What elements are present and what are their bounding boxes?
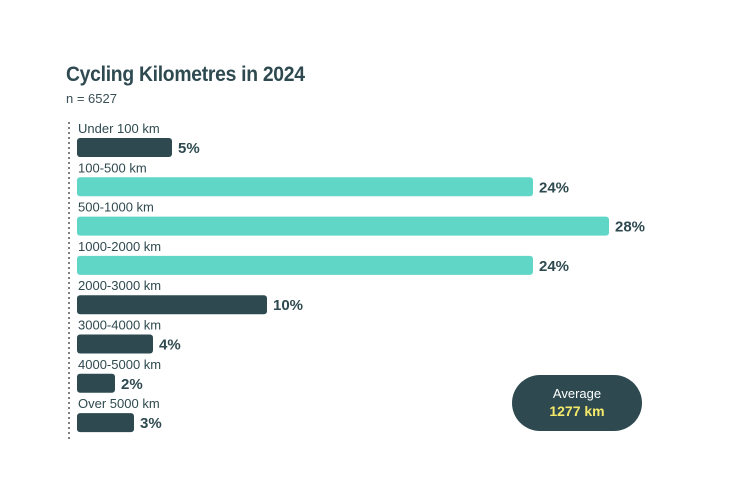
bar [77,373,115,393]
value-label: 3% [140,415,162,432]
value-label: 4% [159,337,181,354]
average-value: 1277 km [549,403,605,419]
bar [77,177,533,197]
category-label: Under 100 km [78,121,160,136]
value-label: 10% [273,297,303,314]
value-label: 2% [121,376,143,393]
category-label: 100-500 km [78,160,147,175]
average-badge: Average 1277 km [512,375,642,431]
bar [77,413,134,433]
chart-title: Cycling Kilometres in 2024 [66,63,305,86]
category-label: Over 5000 km [78,396,160,411]
value-label: 28% [615,219,645,236]
bar [77,295,267,315]
value-label: 5% [178,140,200,157]
bar [77,138,172,157]
category-label: 1000-2000 km [78,239,161,254]
bar [77,216,609,236]
category-label: 3000-4000 km [78,318,161,333]
bar [77,255,533,275]
value-label: 24% [539,258,569,275]
bar [77,334,153,354]
chart-subtitle: n = 6527 [66,91,117,106]
category-label: 500-1000 km [78,200,154,215]
category-label: 4000-5000 km [78,357,161,372]
value-label: 24% [539,179,569,196]
category-label: 2000-3000 km [78,278,161,293]
average-label: Average [552,386,602,401]
